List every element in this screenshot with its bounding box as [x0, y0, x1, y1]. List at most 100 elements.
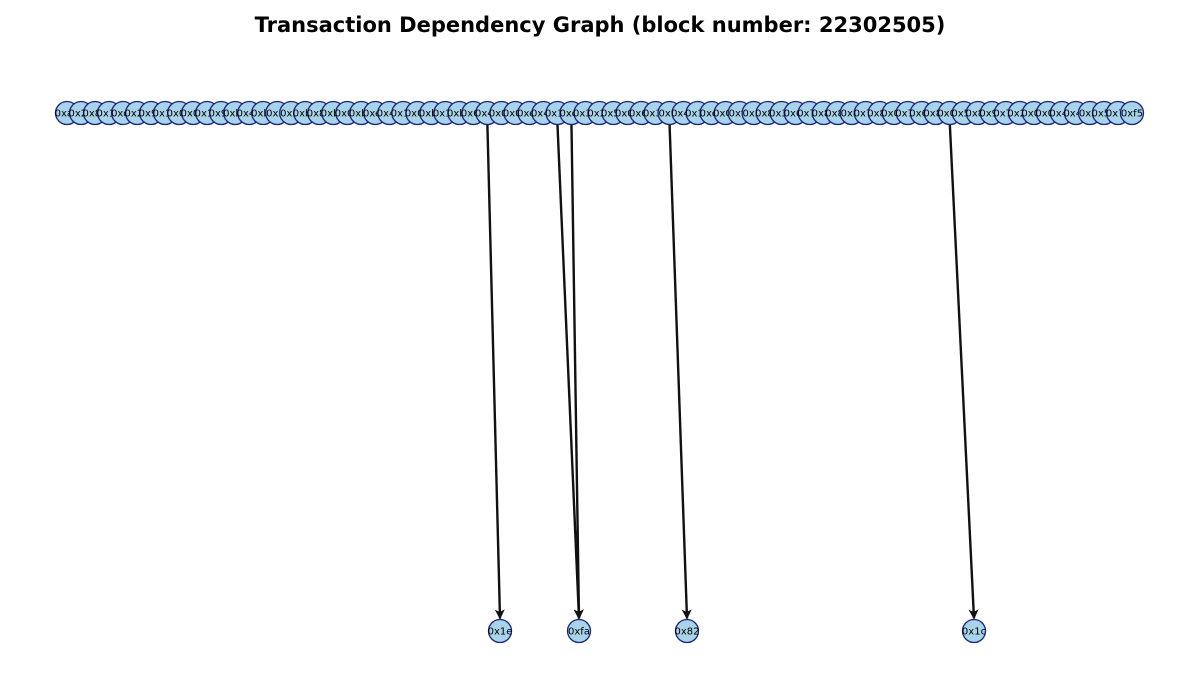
node-label: 0x8d [867, 109, 892, 120]
node-label: 0x16 [685, 109, 710, 120]
node-label: 0x15 [97, 109, 122, 120]
node-label: 0x55 [601, 109, 626, 120]
node-label: 0x32 [573, 109, 598, 120]
node-label: 0x10 [545, 109, 570, 120]
node-label: 0x8f [841, 109, 864, 120]
node-label: 0x38 [769, 109, 794, 120]
node-label: 0x7c [1106, 109, 1130, 120]
node-label: 0xcd [111, 109, 135, 120]
node-label: 0x86 [825, 109, 850, 120]
node-circle [961, 618, 987, 644]
node-label: 0x20 [1007, 109, 1032, 120]
node-label: 0x0b [181, 109, 206, 120]
node-label: 0xa4 [55, 109, 80, 120]
node-label: 0x50 [951, 109, 976, 120]
node-label: 0x29 [125, 109, 150, 120]
node-label: 0xfa [729, 109, 751, 120]
node-label: 0x04 [615, 109, 640, 120]
node-circle [1119, 100, 1145, 126]
node-label: 0x84 [83, 109, 108, 120]
source-transaction-nodes: 0xa40x260x840x150xcd0x290x9e0x100x050x0b… [55, 100, 1145, 126]
node-label: 0x1e [488, 627, 513, 638]
node-label: 0x01 [1021, 109, 1046, 120]
node-label: 0x07 [405, 109, 430, 120]
node-label: 0xcb [559, 109, 583, 120]
node-label: 0xb6 [321, 109, 346, 120]
dependency-edge [570, 124, 584, 620]
dependency-edge [948, 124, 979, 620]
node-label: 0x7c [854, 109, 878, 120]
node-label: 0x4a [475, 109, 500, 120]
node-label: 0x26 [69, 109, 94, 120]
node-label: 0x40 [1063, 109, 1088, 120]
node-label: 0x40 [531, 109, 556, 120]
node-label: 0x5f [266, 109, 289, 120]
graph-title: Transaction Dependency Graph (block numb… [255, 13, 946, 37]
dependency-edge [668, 124, 692, 620]
node-label: 0x47 [1049, 109, 1074, 120]
node-label: 0x8a [923, 109, 948, 120]
dependent-transaction-node: 0x1c [961, 618, 987, 644]
node-label: 0x70 [993, 109, 1018, 120]
node-label: 0xbc [251, 109, 275, 120]
node-label: 0x49 [237, 109, 262, 120]
node-label: 0xcb [700, 109, 724, 120]
node-label: 0xba [349, 109, 374, 120]
edges-layer [486, 124, 979, 620]
node-label: 0x63 [909, 109, 934, 120]
node-label: 0x09 [937, 109, 962, 120]
node-label: 0x3f [1079, 109, 1102, 120]
node-label: 0x04 [713, 109, 738, 120]
node-label: 0x71 [895, 109, 920, 120]
node-label: 0xfa [568, 627, 590, 638]
node-label: 0x9e [139, 109, 164, 120]
transaction-node: 0xf5 [1119, 100, 1145, 126]
node-label: 0x05 [167, 109, 192, 120]
node-label: 0x78 [797, 109, 822, 120]
node-label: 0x0f [280, 109, 303, 120]
node-label: 0x18 [391, 109, 416, 120]
node-label: 0x8a [965, 109, 990, 120]
node-label: 0xbc [223, 109, 247, 120]
node-label: 0x12 [433, 109, 458, 120]
node-label: 0x63 [461, 109, 486, 120]
dependent-transaction-nodes: 0x1e 0xfa 0x82 0x1c [487, 618, 987, 644]
node-label: 0x04 [881, 109, 906, 120]
node-label: 0x9f [658, 109, 681, 120]
node-label: 0x95 [209, 109, 234, 120]
node-label: 0x82 [674, 627, 699, 638]
node-label: 0xe3 [517, 109, 542, 120]
node-label: 0x9b [979, 109, 1004, 120]
node-label: 0xf5 [1121, 109, 1143, 120]
node-label: 0x47 [671, 109, 696, 120]
node-label: 0xbe [447, 109, 472, 120]
dependency-edge [486, 124, 505, 620]
node-label: 0x3d [643, 109, 668, 120]
dependency-edge [556, 124, 584, 620]
node-label: 0x1c [962, 627, 986, 638]
node-label: 0x57 [1091, 109, 1116, 120]
node-label: 0x07 [503, 109, 528, 120]
node-label: 0x2f [743, 109, 766, 120]
node-label: 0x6c [784, 109, 808, 120]
node-label: 0xb0 [419, 109, 444, 120]
node-label: 0x02 [489, 109, 514, 120]
dependent-transaction-node: 0x82 [674, 618, 700, 644]
node-label: 0xb8 [293, 109, 318, 120]
node-label: 0x62 [629, 109, 654, 120]
node-label: 0x8c [812, 109, 836, 120]
node-label: 0x87 [307, 109, 332, 120]
node-label: 0x41 [377, 109, 402, 120]
node-circle [674, 618, 700, 644]
dependent-transaction-node: 0x1e [487, 618, 513, 644]
node-label: 0xe7 [363, 109, 388, 120]
node-label: 0x85 [755, 109, 780, 120]
node-label: 0x09 [1035, 109, 1060, 120]
node-circle [487, 618, 513, 644]
node-circle [566, 618, 592, 644]
node-label: 0x2c [587, 109, 611, 120]
dependent-transaction-node: 0xfa [566, 618, 592, 644]
node-label: 0x10 [153, 109, 178, 120]
node-label: 0x15 [195, 109, 220, 120]
